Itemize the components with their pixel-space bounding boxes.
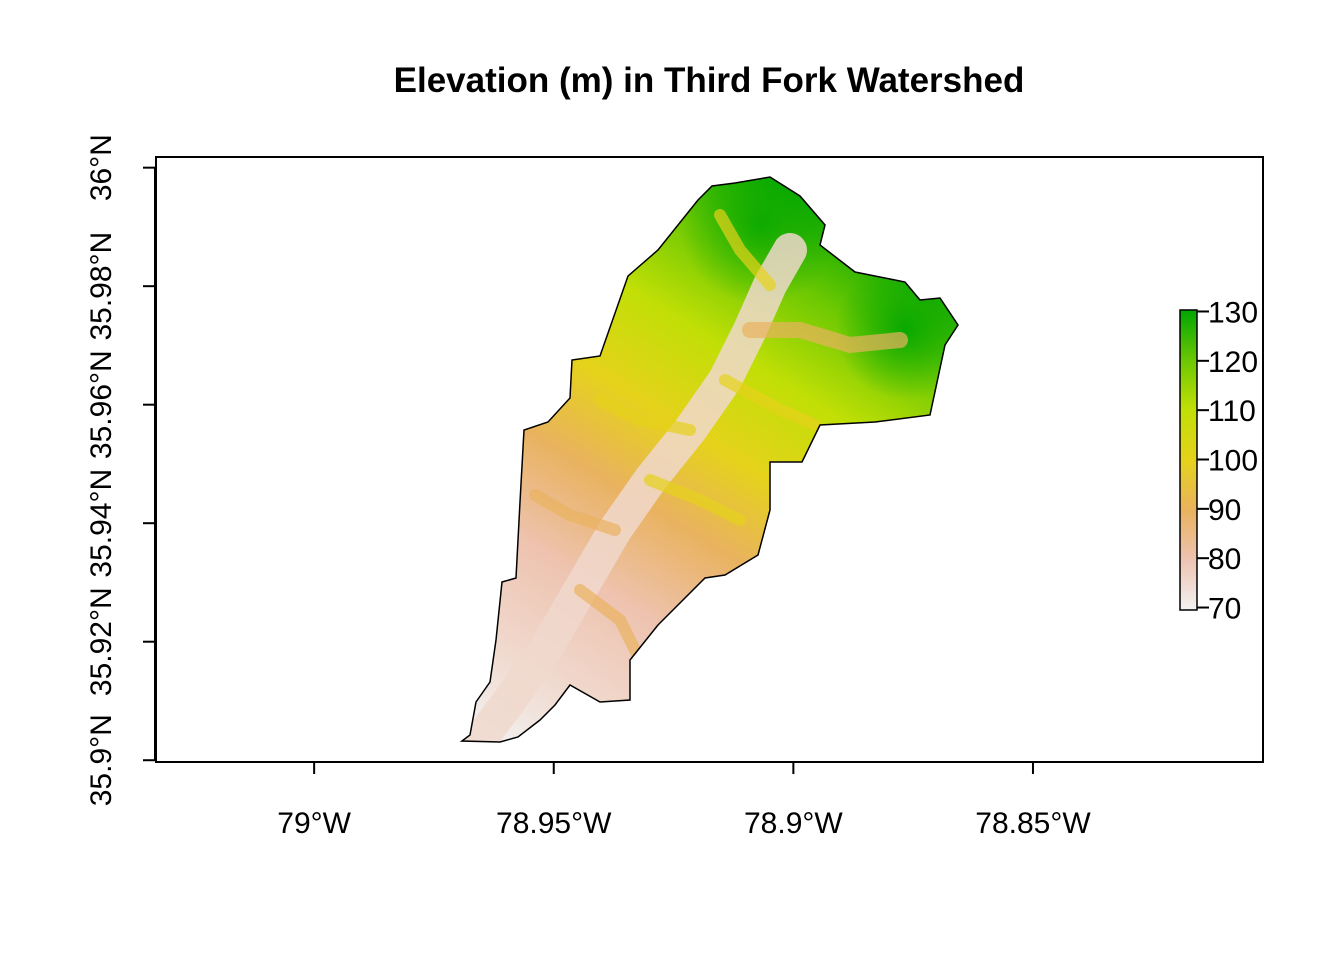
valley-branch <box>644 474 746 526</box>
x-axis: 79°W 78.95°W 78.9°W 78.85°W <box>277 761 1091 840</box>
valley-branch <box>742 322 908 354</box>
valley-branch <box>719 374 821 431</box>
x-tick-label: 78.85°W <box>975 807 1091 840</box>
y-tick-label: 35.98°N <box>85 232 118 341</box>
watershed-outline <box>459 176 959 743</box>
legend-tick-label: 130 <box>1208 296 1258 329</box>
watershed-raster <box>459 176 959 743</box>
color-legend: 70 80 90 100 110 120 130 <box>1179 296 1258 626</box>
x-tick-label: 79°W <box>277 807 351 840</box>
y-tick-label: 35.92°N <box>85 587 118 696</box>
y-tick-label: 35.96°N <box>85 350 118 459</box>
legend-tick-label: 70 <box>1208 593 1241 626</box>
valley-branch <box>574 584 646 666</box>
y-tick-label: 35.9°N <box>85 714 118 806</box>
y-axis: 35.9°N 35.92°N 35.94°N 35.96°N 35.98°N 36°N <box>85 134 156 806</box>
valley-branch <box>529 489 621 536</box>
chart-title: Elevation (m) in Third Fork Watershed <box>394 61 1025 100</box>
y-tick-label: 35.94°N <box>85 469 118 578</box>
legend-colorbar <box>1179 309 1198 611</box>
legend-tick-label: 110 <box>1208 395 1256 428</box>
x-tick-label: 78.95°W <box>496 807 612 840</box>
x-tick-label: 78.9°W <box>744 807 843 840</box>
legend-tick-label: 90 <box>1208 494 1241 527</box>
legend-tick-label: 120 <box>1208 346 1258 379</box>
y-tick-label: 36°N <box>85 134 118 201</box>
legend-tick-label: 80 <box>1208 543 1241 576</box>
valley-branch <box>714 209 776 291</box>
valley-branch <box>594 394 696 436</box>
legend-tick-label: 100 <box>1208 445 1258 478</box>
